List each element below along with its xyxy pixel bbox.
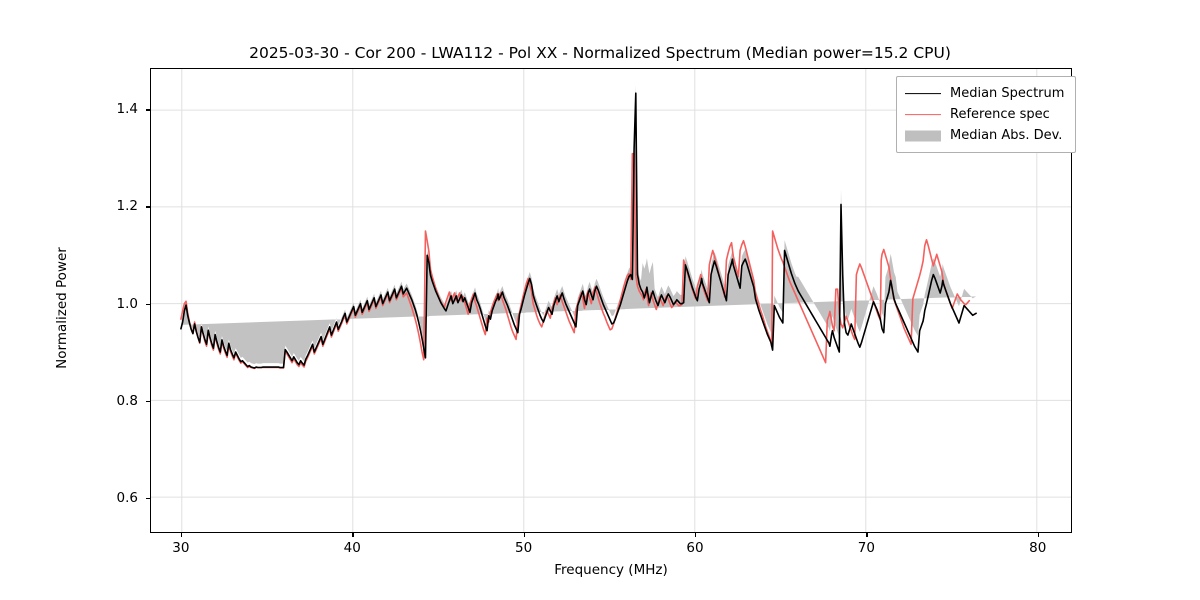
x-tick-mark — [523, 533, 525, 537]
x-tick-label: 30 — [172, 540, 190, 556]
legend-line-icon — [905, 87, 941, 101]
legend[interactable]: Median Spectrum Reference spec Median Ab… — [896, 76, 1076, 153]
plot-svg — [151, 69, 1071, 532]
y-axis-label: Normalized Power — [54, 247, 70, 369]
x-tick-label: 50 — [515, 540, 533, 556]
legend-patch-icon — [905, 129, 941, 143]
x-tick-mark — [866, 533, 868, 537]
x-tick-mark — [694, 533, 697, 537]
median-spectrum-line — [180, 92, 977, 369]
page-title: 2025-03-30 - Cor 200 - LWA112 - Pol XX -… — [249, 44, 951, 62]
y-tick-label: 1.4 — [116, 101, 138, 118]
x-tick-mark — [352, 533, 354, 537]
x-axis-label: Frequency (MHz) — [554, 562, 668, 578]
legend-label: Median Spectrum — [950, 86, 1065, 101]
legend-label: Median Abs. Dev. — [950, 128, 1063, 143]
x-tick-mark — [1037, 533, 1040, 537]
y-tick-label: 1.0 — [116, 295, 138, 312]
y-tick-mark — [146, 400, 150, 403]
y-tick-mark — [146, 109, 150, 111]
x-tick-label: 40 — [343, 540, 361, 556]
x-tick-label: 70 — [857, 540, 875, 556]
y-tick-mark — [146, 206, 150, 208]
legend-item-median-spectrum[interactable]: Median Spectrum — [905, 83, 1067, 104]
legend-item-median-abs-dev[interactable]: Median Abs. Dev. — [905, 125, 1067, 146]
y-tick-label: 0.8 — [116, 392, 138, 409]
x-tick-mark — [180, 533, 183, 537]
legend-item-reference-spec[interactable]: Reference spec — [905, 104, 1067, 125]
legend-line-icon — [905, 108, 941, 122]
legend-label: Reference spec — [950, 107, 1050, 122]
y-tick-mark — [146, 498, 150, 500]
x-tick-label: 60 — [686, 540, 704, 556]
y-tick-label: 0.6 — [116, 490, 138, 507]
mad-band — [180, 85, 977, 365]
y-tick-label: 1.2 — [116, 198, 138, 215]
y-tick-mark — [146, 303, 150, 305]
x-tick-label: 80 — [1029, 540, 1047, 556]
